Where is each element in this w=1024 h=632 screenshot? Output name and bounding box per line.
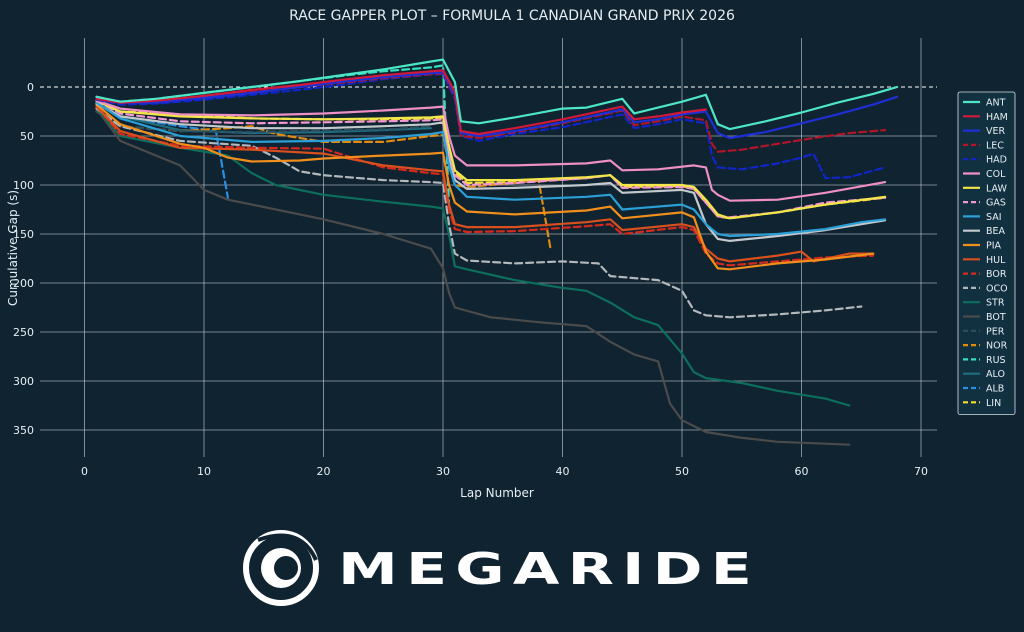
y-tick-label: 200 [13,277,34,290]
logo-emblem-swoosh [257,533,318,561]
legend-label: ALB [986,384,1004,395]
x-tick-label: 10 [197,465,211,478]
logo-emblem-ring [243,530,319,606]
series-line-oco [95,107,863,319]
x-tick-label: 40 [556,465,570,478]
x-axis-label: Lap Number [460,486,534,500]
series-lines [95,58,899,446]
series-line-ham [95,69,707,136]
legend-label: LEC [986,140,1004,151]
logo-emblem-inner [274,556,298,580]
legend-label: OCO [986,283,1008,294]
y-tick-label: 100 [13,179,34,192]
legend-label: GAS [986,198,1006,209]
y-tick-label: 250 [13,326,34,339]
series-line-ver [95,71,899,140]
legend-label: BOR [986,269,1007,280]
grid [40,38,937,457]
series-line-had [95,73,887,180]
y-tick-label: 150 [13,228,34,241]
x-tick-label: 30 [436,465,450,478]
legend-label: STR [986,298,1005,309]
legend-label: HAM [986,112,1008,123]
legend-label: PIA [986,241,1002,252]
y-tick-label: 350 [13,424,34,437]
brand-wordmark: MEGARIDE [338,544,760,595]
x-tick-label: 20 [317,465,331,478]
legend-label: VER [986,126,1006,137]
legend-label: BEA [986,226,1006,237]
chart-title: RACE GAPPER PLOT – FORMULA 1 CANADIAN GR… [289,8,735,24]
series-line-law [95,99,887,220]
series-line-bea [95,102,887,242]
legend-label: LAW [986,183,1007,194]
legend-label: SAI [986,212,1002,223]
legend: ANT HAM VER LEC HAD COL LAW GAS SAI BEA PIA HUL BOR O… [957,91,1016,416]
x-tick-label: 70 [914,465,928,478]
legend-label: PER [986,326,1005,337]
legend-label: COL [986,169,1006,180]
y-axis-label: Cumulative Gap (s) [6,190,20,306]
y-tick-label: 50 [20,130,34,143]
legend-label: ANT [986,98,1006,109]
series-line-ant [95,58,899,131]
y-tick-label: 0 [27,81,34,94]
series-line-bot [95,107,851,446]
legend-label: RUS [986,355,1006,366]
legend-label: NOR [986,341,1008,352]
series-line-hul [95,105,875,263]
x-tick-label: 0 [81,465,88,478]
legend-label: ALO [986,369,1005,380]
legend-label: LIN [986,398,1001,409]
series-line-sai [95,101,887,238]
series-line-bor [95,105,875,267]
series-line-str [95,107,851,407]
megaride-logo: MEGARIDE [243,530,760,606]
x-tick-label: 50 [675,465,689,478]
series-line-col [95,99,887,202]
legend-label: BOT [986,312,1006,323]
legend-label: HUL [986,255,1006,266]
y-tick-label: 300 [13,375,34,388]
legend-label: HAD [986,155,1007,166]
series-line-pia [95,103,875,271]
x-tick-label: 60 [795,465,809,478]
